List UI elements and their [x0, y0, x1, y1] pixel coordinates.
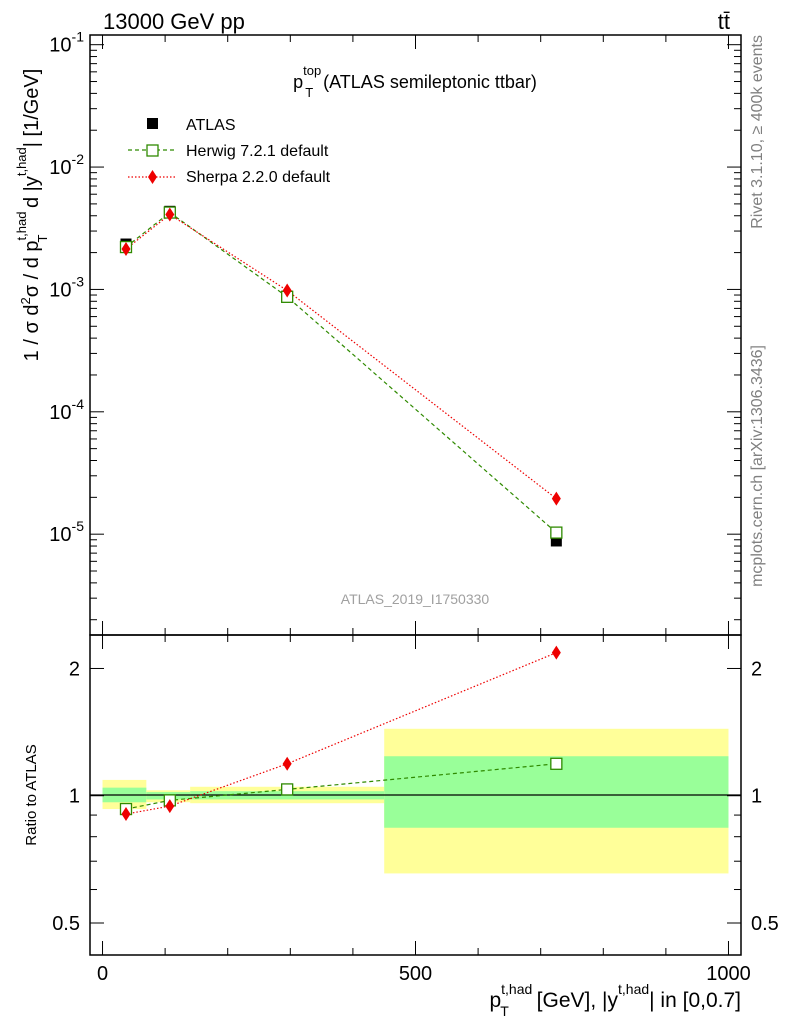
analysis-id-label: ATLAS_2019_I1750330	[341, 591, 490, 607]
ratio-y-tick-label-left: 1	[69, 786, 80, 808]
ratio-plot-panel: 0.5 0.5 1 1 2 2 0 500 1000 Ratio to ATLAS pt,had…	[23, 634, 779, 1019]
legend: ATLAS Herwig 7.2.1 default Sherpa 2.2.0 …	[128, 117, 331, 186]
plot-title-rest: (ATLAS semileptonic ttbar)	[323, 72, 537, 92]
ratio-point-sherpa	[121, 807, 131, 822]
legend-atlas-marker	[147, 118, 158, 129]
main-y-tick-label: 10-4	[49, 396, 84, 424]
energy-label: 13000 GeV pp	[103, 9, 245, 34]
main-y-axis-label: 1 / σ d2σ / d pt,had T d |yt,had| [1/GeV]	[14, 69, 50, 362]
rivet-version-label: Rivet 3.1.10, ≥ 400k events	[749, 35, 766, 229]
legend-herwig-label: Herwig 7.2.1 default	[186, 143, 329, 160]
main-plot-panel: 10-1 10-2 10-3 10-4 10-5 ptop T (ATLAS semilep…	[14, 29, 742, 636]
main-y-tick-label: 10-3	[49, 273, 84, 301]
ratio-point-sherpa	[551, 645, 561, 660]
ratio-y-axis-label: Ratio to ATLAS	[23, 744, 40, 845]
ratio-y-tick-label-right: 0.5	[751, 913, 779, 935]
ratio-line-herwig	[125, 763, 557, 810]
main-point-sherpa	[165, 207, 175, 222]
ratio-series-markers	[119, 645, 563, 822]
ratio-point-herwig	[281, 783, 294, 796]
ratio-point-sherpa	[165, 799, 175, 814]
legend-sherpa-label: Sherpa 2.2.0 default	[186, 169, 331, 186]
legend-sherpa-marker	[148, 170, 157, 184]
ratio-y-tick-label-left: 2	[69, 658, 80, 680]
ratio-plot-frame	[89, 634, 742, 956]
ratio-axis-ticks	[90, 635, 741, 955]
ratio-point-sherpa	[282, 756, 292, 771]
main-y-tick-labels: 10-1 10-2 10-3 10-4 10-5	[49, 29, 84, 546]
legend-entry-herwig: Herwig 7.2.1 default	[128, 143, 329, 160]
legend-atlas-label: ATLAS	[186, 117, 236, 134]
main-point-herwig	[550, 526, 563, 539]
ratio-y-tick-label-right: 2	[751, 658, 762, 680]
main-point-atlas	[550, 535, 562, 547]
x-tick-label: 0	[97, 963, 108, 985]
plot-title-main: p	[293, 72, 303, 92]
ratio-series-lines	[125, 652, 557, 815]
main-series-markers	[119, 205, 563, 547]
main-y-tick-label: 10-1	[49, 29, 84, 57]
ratio-line-sherpa	[125, 652, 557, 815]
plot-title-sup: top	[303, 63, 321, 78]
x-tick-label: 500	[399, 963, 432, 985]
main-axis-ticks	[90, 35, 741, 635]
main-series-lines	[125, 211, 557, 534]
legend-entry-atlas: ATLAS	[147, 117, 236, 134]
ratio-point-herwig	[550, 757, 563, 770]
main-y-tick-label: 10-5	[49, 518, 84, 546]
legend-entry-sherpa: Sherpa 2.2.0 default	[128, 169, 331, 186]
x-axis-label: pt,had T [GeV], |yt,had| in [0,0.7]	[489, 981, 741, 1019]
ratio-tick-labels: 0.5 0.5 1 1 2 2 0 500 1000	[52, 658, 779, 985]
mcplots-source-label: mcplots.cern.ch [arXiv:1306.3436]	[749, 345, 766, 587]
main-y-tick-label: 10-2	[49, 151, 84, 179]
main-point-sherpa	[551, 491, 561, 506]
ratio-uncertainty-bands	[102, 728, 729, 874]
process-label: tt̄	[718, 9, 730, 34]
main-point-sherpa	[282, 283, 292, 298]
x-tick-label: 1000	[706, 963, 751, 985]
main-line-sherpa	[125, 213, 557, 500]
main-line-herwig	[125, 211, 557, 534]
main-point-sherpa	[121, 241, 131, 256]
legend-herwig-marker	[146, 144, 159, 157]
plot-title-sub: T	[305, 85, 313, 100]
plot-title: ptop T (ATLAS semileptonic ttbar)	[293, 63, 537, 100]
ratio-y-tick-label-right: 1	[751, 786, 762, 808]
ratio-y-tick-label-left: 0.5	[52, 913, 80, 935]
